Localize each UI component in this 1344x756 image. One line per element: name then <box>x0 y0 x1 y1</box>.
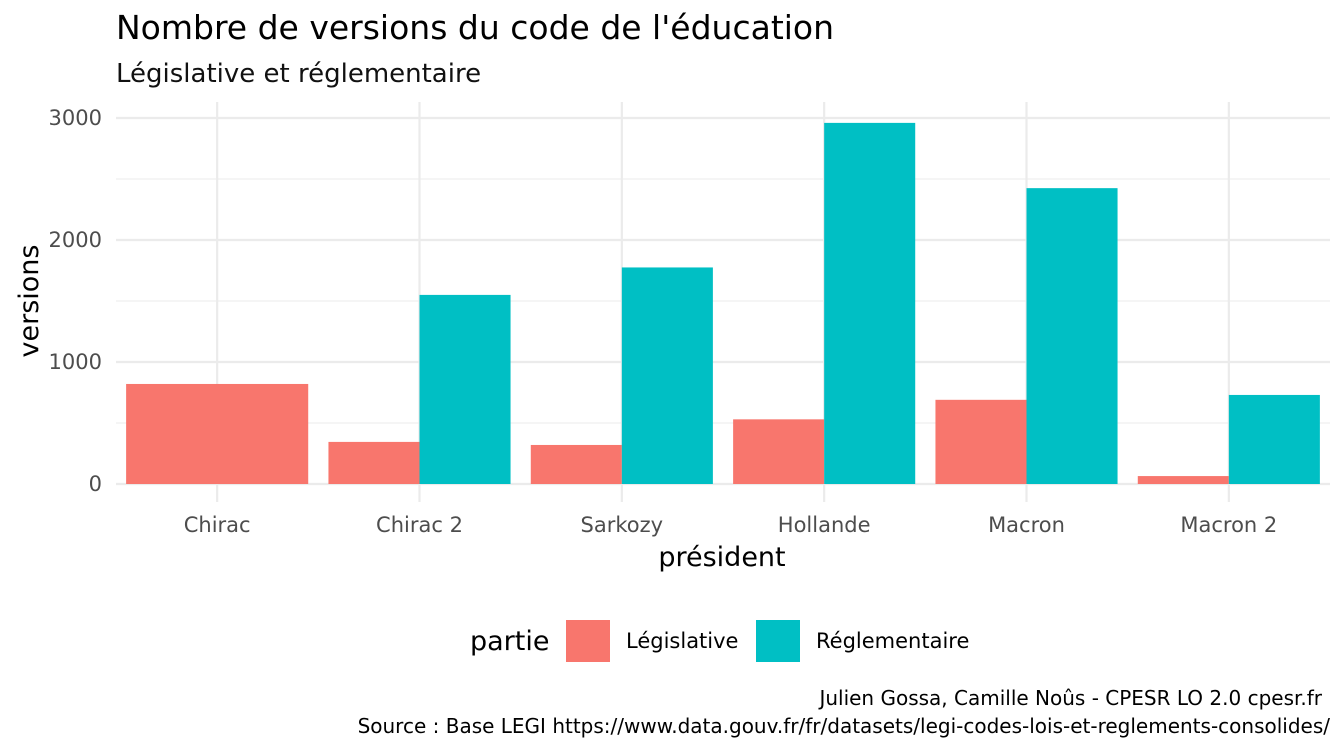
y-tick-label: 0 <box>89 472 102 496</box>
bar-legislative-macron-2 <box>1137 476 1229 484</box>
x-axis-title: président <box>658 542 785 573</box>
x-axis-ticks: Chirac Chirac 2 Sarkozy Hollande Macron Macro… <box>184 513 1278 537</box>
y-axis-ticks: 0 1000 2000 3000 <box>49 106 102 496</box>
x-tick-label: Hollande <box>778 513 871 537</box>
caption-source: Source : Base LEGI https://www.data.gouv… <box>358 714 1331 738</box>
chart-title: Nombre de versions du code de l'éducatio… <box>116 8 834 47</box>
legend-key-legislative <box>566 620 610 662</box>
bar-reglementaire-hollande <box>824 122 916 484</box>
legend-title: partie <box>470 626 549 657</box>
bar-reglementaire-sarkozy <box>621 267 713 484</box>
bar-legislative-hollande <box>733 419 825 484</box>
caption-authors: Julien Gossa, Camille Noûs - CPESR LO 2.… <box>817 686 1322 710</box>
bars <box>126 122 1320 484</box>
legend-key-reglementaire <box>756 620 800 662</box>
y-tick-label: 2000 <box>49 228 102 252</box>
bar-reglementaire-macron <box>1026 188 1118 484</box>
x-tick-label: Macron 2 <box>1180 513 1277 537</box>
x-tick-label: Chirac 2 <box>376 513 463 537</box>
bar-legislative-macron <box>935 399 1027 484</box>
x-tick-label: Chirac <box>184 513 251 537</box>
y-tick-label: 3000 <box>49 106 102 130</box>
bar-legislative-sarkozy <box>530 444 622 484</box>
x-tick-label: Sarkozy <box>581 513 664 537</box>
bar-reglementaire-macron-2 <box>1228 394 1320 484</box>
chart-subtitle: Législative et réglementaire <box>116 59 481 89</box>
bar-legislative-chirac-2 <box>328 441 420 484</box>
bar-legislative-chirac <box>126 383 309 484</box>
legend-label-legislative: Législative <box>626 629 738 653</box>
y-tick-label: 1000 <box>49 350 102 374</box>
bar-reglementaire-chirac-2 <box>419 294 511 484</box>
legend-label-reglementaire: Réglementaire <box>816 629 969 653</box>
y-axis-title: versions <box>14 245 45 358</box>
legend: partie Législative Réglementaire <box>470 620 969 662</box>
x-tick-label: Macron <box>988 513 1065 537</box>
